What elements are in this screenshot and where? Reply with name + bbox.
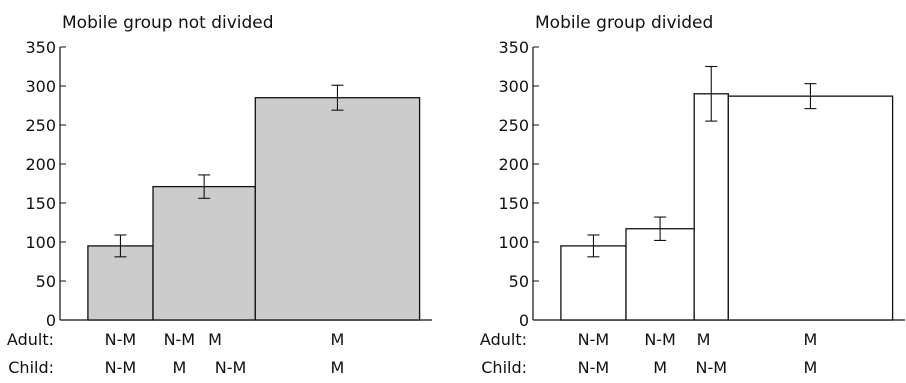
category-label: N-M: [578, 330, 610, 349]
y-tick-label: 250: [498, 116, 529, 135]
chart-panel-2: Mobile group divided 0 50 100 150 200 250 300 35…: [480, 13, 905, 377]
y-tick-label: 50: [509, 272, 529, 291]
row-label-adult: Adult:: [7, 330, 54, 349]
category-label: M: [653, 358, 667, 377]
y-tick-label: 250: [25, 116, 56, 135]
chart-title: Mobile group divided: [535, 13, 713, 33]
y-tick-label: 350: [498, 38, 529, 57]
category-label: M: [804, 330, 818, 349]
category-label: M: [804, 358, 818, 377]
category-label: N-M: [644, 330, 676, 349]
bar-1: [560, 245, 627, 321]
row-label-child: Child:: [8, 358, 54, 377]
bar-3: [254, 97, 421, 321]
category-label: N-M: [215, 358, 247, 377]
bar-2: [625, 228, 695, 321]
category-label: N-M: [695, 358, 727, 377]
category-label: N-M: [164, 330, 196, 349]
bar-4: [727, 95, 894, 321]
y-tick-label: 300: [498, 77, 529, 96]
y-tick-label: 100: [498, 233, 529, 252]
category-label: N-M: [105, 358, 137, 377]
y-tick-label: 0: [46, 311, 56, 330]
y-tick-label: 100: [25, 233, 56, 252]
row-label-adult: Adult:: [480, 330, 527, 349]
y-tick-label: 150: [25, 194, 56, 213]
chart-panel-1: Mobile group not divided 0 50 100 150 200 250 3…: [7, 13, 432, 377]
y-tick-label: 150: [498, 194, 529, 213]
category-label: M: [208, 330, 222, 349]
category-label: N-M: [578, 358, 610, 377]
category-label: M: [331, 330, 345, 349]
category-label: M: [172, 358, 186, 377]
category-label: M: [331, 358, 345, 377]
y-tick-label: 50: [36, 272, 56, 291]
bar-3: [693, 93, 729, 321]
y-tick-label: 200: [25, 155, 56, 174]
category-label: N-M: [105, 330, 137, 349]
y-tick-label: 200: [498, 155, 529, 174]
bar-2: [152, 185, 256, 321]
y-tick-label: 300: [25, 77, 56, 96]
row-label-child: Child:: [481, 358, 527, 377]
y-tick-label: 350: [25, 38, 56, 57]
category-label: M: [697, 330, 711, 349]
chart-title: Mobile group not divided: [62, 13, 274, 33]
y-tick-label: 0: [519, 311, 529, 330]
